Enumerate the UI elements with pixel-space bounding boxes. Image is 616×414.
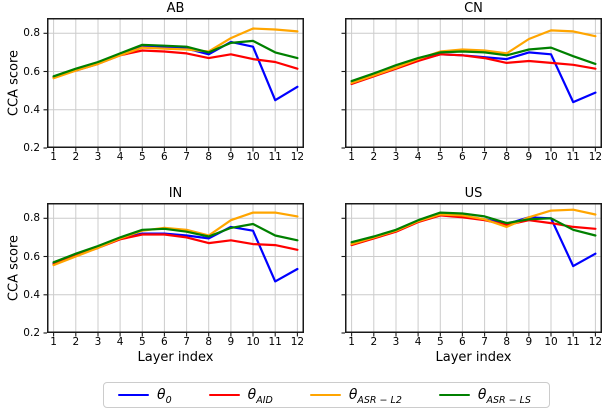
y-tick-label: 0.2 — [23, 327, 40, 339]
legend-item-theta-aid: θAID — [208, 387, 273, 406]
plot-area-in — [43, 203, 304, 337]
legend-line-swatch — [208, 393, 240, 397]
x-tick-label: 9 — [525, 336, 533, 348]
x-tick-label: 5 — [436, 151, 444, 163]
y-tick-label: 0.6 — [23, 250, 40, 263]
x-tick-label: 3 — [392, 151, 400, 163]
x-tick-label: 2 — [370, 151, 378, 163]
x-tick-label: 4 — [414, 336, 422, 348]
legend-line-swatch — [309, 393, 341, 397]
x-tick-label: 12 — [290, 336, 305, 348]
x-tick-label: 5 — [436, 336, 444, 348]
legend-line-swatch — [438, 393, 470, 397]
x-tick-label: 10 — [544, 336, 558, 348]
x-tick-label: 2 — [370, 336, 378, 348]
x-tick-label: 2 — [72, 151, 80, 163]
plot-area-ab — [43, 18, 304, 152]
legend-label: θAID — [247, 387, 273, 406]
legend-item-theta0: θ0 — [118, 387, 172, 406]
x-tick-labels: 1 2 3 4 5 6 7 8 9 10 11 12 — [47, 151, 304, 165]
x-tick-label: 2 — [72, 336, 80, 348]
x-tick-label: 6 — [161, 151, 168, 163]
subplot-us: US 1 2 3 4 5 6 7 8 9 10 11 12 — [341, 186, 602, 348]
x-tick-label: 12 — [588, 336, 603, 348]
x-tick-label: 8 — [205, 336, 213, 348]
legend-item-theta-asr-ls: θASR − LS — [438, 387, 531, 406]
x-tick-label: 12 — [290, 151, 305, 163]
subplot-title-cn: CN — [464, 1, 483, 16]
x-tick-label: 1 — [348, 151, 355, 163]
x-tick-label: 1 — [50, 151, 57, 163]
x-tick-label: 1 — [348, 336, 355, 348]
subplot-ab: AB 1 2 3 4 5 6 7 8 9 10 11 12 0.2 0.4 0.6 0.8 — [23, 1, 304, 163]
y-tick-labels: 0.2 0.4 0.6 0.8 — [12, 203, 40, 339]
legend-item-theta-asr-l2: θASR − L2 — [309, 387, 402, 406]
subplot-title-us: US — [464, 186, 483, 201]
x-tick-label: 9 — [227, 336, 235, 348]
x-tick-label: 8 — [205, 151, 213, 163]
x-tick-label: 4 — [414, 151, 422, 163]
x-tick-label: 3 — [94, 336, 102, 348]
legend-label: θ0 — [157, 387, 172, 406]
legend-label: θASR − LS — [477, 387, 531, 406]
subplot-title-in: IN — [168, 186, 183, 201]
y-tick-labels — [310, 203, 338, 333]
x-tick-label: 7 — [481, 336, 488, 348]
x-tick-label: 7 — [183, 151, 190, 163]
x-tick-label: 7 — [481, 151, 488, 163]
x-tick-label: 8 — [503, 336, 511, 348]
x-tick-label: 11 — [268, 336, 282, 348]
y-tick-label: 0.4 — [23, 103, 40, 116]
legend-label: θASR − L2 — [348, 387, 402, 406]
x-tick-label: 3 — [94, 151, 102, 163]
x-tick-label: 4 — [116, 336, 124, 348]
x-tick-labels: 1 2 3 4 5 6 7 8 9 10 11 12 — [345, 151, 602, 165]
x-tick-label: 12 — [588, 151, 603, 163]
x-tick-label: 11 — [566, 151, 580, 163]
x-tick-label: 4 — [116, 151, 124, 163]
x-axis-label: Layer index — [435, 350, 512, 365]
legend-line-swatch — [118, 393, 149, 397]
x-tick-label: 3 — [392, 336, 400, 348]
x-tick-label: 10 — [544, 151, 558, 163]
y-tick-label: 0.8 — [23, 212, 40, 225]
y-tick-labels: 0.2 0.4 0.6 0.8 — [12, 18, 40, 154]
x-tick-label: 10 — [246, 151, 260, 163]
x-tick-label: 11 — [566, 336, 580, 348]
x-tick-label: 1 — [50, 336, 57, 348]
x-tick-label: 6 — [161, 336, 168, 348]
x-tick-label: 6 — [459, 336, 466, 348]
x-tick-label: 5 — [138, 151, 146, 163]
x-tick-label: 5 — [138, 336, 146, 348]
subplot-title-ab: AB — [166, 1, 185, 16]
x-tick-label: 6 — [459, 151, 466, 163]
y-tick-label: 0.2 — [23, 142, 40, 154]
x-tick-label: 9 — [227, 151, 235, 163]
y-tick-label: 0.8 — [23, 27, 40, 40]
x-tick-label: 11 — [268, 151, 282, 163]
x-tick-labels: 1 2 3 4 5 6 7 8 9 10 11 12 — [47, 336, 304, 350]
x-tick-label: 10 — [246, 336, 260, 348]
plot-area-us — [341, 203, 602, 337]
subplot-cn: CN 1 2 3 4 5 6 7 8 9 10 11 12 — [341, 1, 602, 163]
x-axis-label: Layer index — [137, 350, 214, 365]
x-tick-label: 8 — [503, 151, 511, 163]
x-tick-label: 7 — [183, 336, 190, 348]
legend: θ0 θAID θASR − L2 θASR − LS — [103, 382, 550, 408]
y-tick-label: 0.6 — [23, 65, 40, 78]
y-tick-labels — [310, 18, 338, 148]
subplot-in: IN 1 2 3 4 5 6 7 8 9 10 11 12 0.2 0.4 0.6 0.8 — [23, 186, 304, 348]
plot-area-cn — [341, 18, 602, 152]
x-tick-label: 9 — [525, 151, 533, 163]
y-tick-label: 0.4 — [23, 288, 40, 301]
x-tick-labels: 1 2 3 4 5 6 7 8 9 10 11 12 — [345, 336, 602, 350]
